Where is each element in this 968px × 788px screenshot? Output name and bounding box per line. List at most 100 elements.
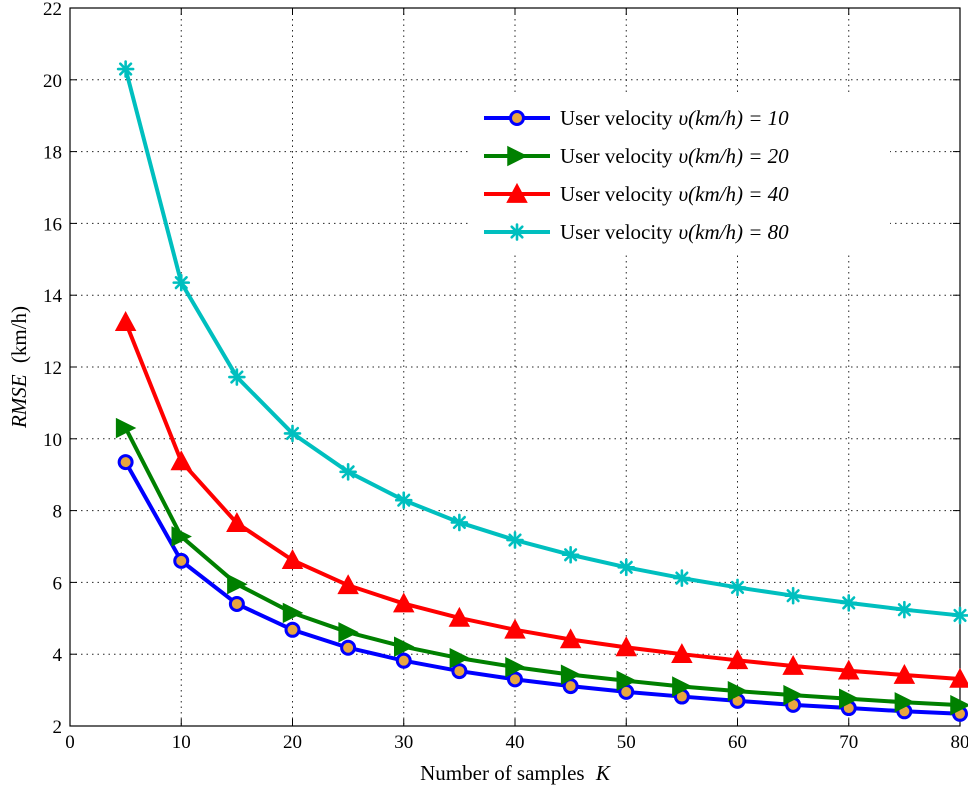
asterisk-stroke bbox=[341, 465, 355, 479]
series-2-point bbox=[783, 684, 804, 706]
series-2-point bbox=[394, 636, 415, 657]
series-2-point bbox=[282, 602, 304, 624]
asterisk-stroke bbox=[285, 426, 300, 441]
series-3-point bbox=[281, 549, 304, 569]
x-axis-label-text: Number of samples bbox=[420, 761, 584, 785]
series-3-point bbox=[337, 574, 359, 595]
y-tick-label: 14 bbox=[43, 286, 63, 307]
x-tick-label: 20 bbox=[283, 732, 302, 753]
legend-label-prefix: User velocity bbox=[560, 106, 673, 130]
series-3-point bbox=[170, 450, 193, 471]
legend-label-prefix: User velocity bbox=[560, 144, 673, 168]
series-lines bbox=[114, 60, 968, 722]
y-tick-label: 18 bbox=[43, 143, 62, 164]
series-3-point bbox=[559, 628, 582, 649]
y-axis-label: RMSE (km/h) bbox=[7, 306, 31, 429]
series-3-point bbox=[615, 636, 638, 657]
asterisk-stroke bbox=[897, 603, 911, 617]
series-4-point bbox=[450, 513, 469, 532]
series-2-point bbox=[115, 417, 137, 439]
series-1-point bbox=[228, 595, 245, 612]
series-3-point bbox=[893, 663, 916, 684]
series-4-point bbox=[283, 424, 302, 443]
series-2-point bbox=[505, 656, 526, 678]
y-tick-label: 16 bbox=[43, 214, 62, 235]
series-2-line bbox=[123, 427, 961, 708]
y-tick-label: 6 bbox=[53, 573, 63, 594]
x-tick-label: 60 bbox=[728, 732, 747, 753]
legend-label-var: υ(km/h) = 40 bbox=[679, 182, 790, 206]
y-tick-label: 20 bbox=[43, 71, 62, 92]
series-2-point bbox=[560, 664, 582, 685]
legend-item-1: User velocity υ(km/h) = 10 bbox=[484, 106, 789, 130]
asterisk-stroke bbox=[119, 62, 133, 76]
series-4-point bbox=[561, 545, 580, 564]
series-2-point bbox=[227, 573, 248, 595]
series-4-point bbox=[673, 569, 691, 587]
series-3-point bbox=[392, 592, 415, 613]
series-2-point bbox=[449, 647, 471, 669]
y-tick-label: 2 bbox=[53, 717, 63, 738]
asterisk-stroke bbox=[230, 370, 244, 384]
series-4-point bbox=[339, 463, 357, 481]
series-2-point bbox=[338, 622, 359, 643]
legend-label: User velocity υ(km/h) = 20 bbox=[560, 144, 789, 168]
x-tick-label: 40 bbox=[506, 732, 525, 753]
asterisk-stroke bbox=[786, 589, 800, 603]
series-4-point bbox=[506, 531, 524, 549]
series-1-point bbox=[173, 552, 190, 569]
series-3-point bbox=[837, 659, 860, 680]
series-2-point bbox=[672, 676, 693, 697]
series-1-line bbox=[123, 461, 961, 716]
series-2 bbox=[115, 417, 968, 716]
series-4-point bbox=[728, 578, 747, 597]
series-4-point bbox=[172, 273, 191, 292]
series-3-point bbox=[226, 512, 248, 532]
series-3-point bbox=[782, 654, 804, 675]
series-4-point bbox=[784, 586, 802, 605]
series-2-point bbox=[616, 670, 637, 691]
series-1-point bbox=[117, 454, 134, 471]
legend-item-2: User velocity υ(km/h) = 20 bbox=[484, 144, 789, 168]
series-4-point bbox=[895, 600, 914, 619]
y-axis-label-var: RMSE bbox=[7, 374, 31, 429]
legend-label: User velocity υ(km/h) = 10 bbox=[560, 106, 789, 130]
series-2-point bbox=[171, 526, 192, 547]
series-4-point bbox=[951, 606, 968, 625]
x-tick-label: 10 bbox=[172, 732, 191, 753]
legend-swatch-marker bbox=[508, 223, 526, 241]
x-tick-label: 80 bbox=[951, 732, 968, 753]
series-3 bbox=[114, 311, 968, 688]
legend-label-var: υ(km/h) = 10 bbox=[679, 106, 790, 130]
asterisk-stroke bbox=[730, 580, 745, 595]
series-3-point bbox=[114, 311, 137, 331]
series-4-point bbox=[394, 491, 413, 509]
x-axis-label-var: K bbox=[595, 761, 611, 785]
series-4 bbox=[116, 60, 968, 625]
asterisk-stroke bbox=[510, 225, 524, 239]
axis-ticks: 0 10 20 30 40 50 60 70 80 2 4 6 8 10 12 14 16 18 20 22 bbox=[43, 0, 968, 753]
series-1-point bbox=[451, 663, 468, 680]
legend-label-prefix: User velocity bbox=[560, 182, 673, 206]
y-axis-label-unit: (km/h) bbox=[7, 306, 31, 363]
x-tick-label: 30 bbox=[394, 732, 413, 753]
series-2-point bbox=[894, 692, 916, 713]
series-1-point bbox=[340, 639, 357, 656]
series-2-point bbox=[950, 694, 968, 716]
series-4-line bbox=[123, 68, 961, 618]
legend-label-prefix: User velocity bbox=[560, 220, 673, 244]
legend-swatch-marker bbox=[506, 182, 528, 203]
legend-label-var: υ(km/h) = 20 bbox=[679, 144, 790, 168]
series-3-point bbox=[726, 649, 749, 670]
x-axis-label: Number of samples K bbox=[420, 761, 611, 785]
legend-swatch-marker bbox=[507, 145, 528, 167]
series-4-point bbox=[228, 368, 246, 386]
legend-item-4: User velocity υ(km/h) = 80 bbox=[484, 220, 789, 244]
series-1-point bbox=[284, 621, 301, 638]
series-1-point bbox=[507, 671, 523, 688]
series-3-point bbox=[949, 667, 968, 688]
series-1 bbox=[117, 454, 968, 722]
legend-item-3: User velocity υ(km/h) = 40 bbox=[484, 182, 789, 206]
series-3-line bbox=[123, 321, 961, 681]
legend-label: User velocity υ(km/h) = 40 bbox=[560, 182, 789, 206]
